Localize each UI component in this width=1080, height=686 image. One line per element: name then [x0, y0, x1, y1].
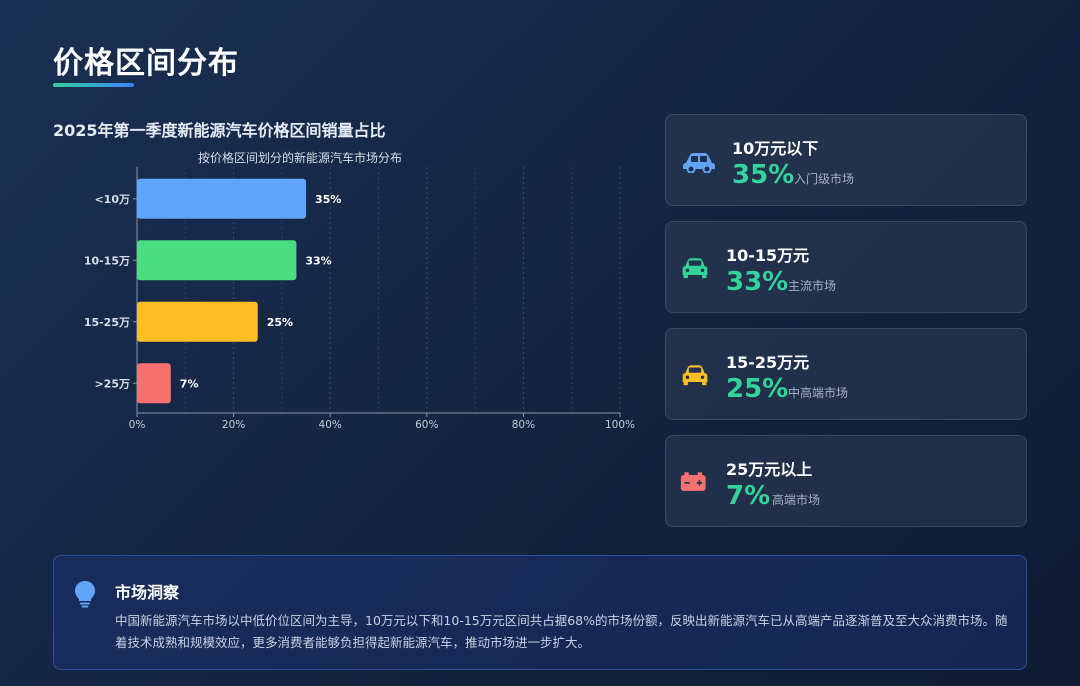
x-tick-label: 20% — [222, 419, 245, 431]
bar-value-label: 7% — [180, 377, 199, 390]
y-tick-label: 15-25万 — [84, 316, 130, 329]
chart-title: 按价格区间划分的新能源汽车市场分布 — [198, 150, 402, 165]
bar — [137, 240, 297, 281]
card-subtitle: 中高端市场 — [788, 386, 849, 400]
insight-title: 市场洞察 — [115, 583, 180, 602]
x-tick-label: 60% — [415, 419, 438, 431]
x-tick-label: 80% — [512, 419, 535, 431]
chart-heading: 2025年第一季度新能源汽车价格区间销量占比 — [53, 121, 386, 140]
title-underline — [53, 83, 134, 87]
card-over-25w: 25万元以上 7% 高端市场 — [665, 435, 1027, 527]
bar-value-label: 33% — [305, 254, 331, 267]
card-subtitle: 高端市场 — [772, 493, 821, 507]
card-label: 25万元以上 — [726, 460, 813, 479]
lightbulb-icon — [75, 581, 95, 608]
battery-icon — [680, 472, 706, 491]
card-15-25w: 15-25万元 25% 中高端市场 — [665, 328, 1027, 420]
y-tick-label: 10-15万 — [84, 254, 130, 267]
card-subtitle: 入门级市场 — [794, 172, 855, 186]
card-percentage: 33% — [726, 267, 789, 297]
market-insight-panel: 市场洞察 中国新能源汽车市场以中低价位区间为主导，10万元以下和10-15万元区… — [53, 555, 1027, 670]
x-tick-label: 100% — [605, 419, 635, 431]
bar-value-label: 35% — [315, 193, 341, 206]
page-title: 价格区间分布 — [53, 46, 239, 81]
car-icon — [683, 153, 715, 173]
insight-text: 中国新能源汽车市场以中低价位区间为主导，10万元以下和10-15万元区间共占据6… — [115, 613, 1008, 650]
bar — [137, 363, 171, 404]
bar — [137, 301, 258, 342]
x-tick-label: 0% — [129, 419, 146, 431]
card-percentage: 7% — [726, 481, 771, 511]
bar-value-label: 25% — [267, 316, 293, 329]
card-percentage: 25% — [726, 374, 789, 404]
card-subtitle: 主流市场 — [788, 279, 837, 293]
bar-chart: 按价格区间划分的新能源汽车市场分布 0% 20% 40% 60% 80% 100% <10万 3… — [84, 150, 635, 431]
y-tick-label: >25万 — [94, 377, 130, 390]
card-percentage: 35% — [732, 160, 795, 190]
card-label: 10万元以下 — [732, 139, 819, 158]
card-label: 10-15万元 — [726, 246, 810, 265]
card-under-10w: 10万元以下 35% 入门级市场 — [665, 114, 1027, 206]
card-label: 15-25万元 — [726, 353, 810, 372]
y-tick-label: <10万 — [94, 193, 130, 206]
bar — [137, 178, 307, 219]
card-10-15w: 10-15万元 33% 主流市场 — [665, 221, 1027, 313]
car-front-icon — [682, 365, 708, 386]
car-front-icon — [682, 258, 708, 279]
x-tick-label: 40% — [319, 419, 342, 431]
